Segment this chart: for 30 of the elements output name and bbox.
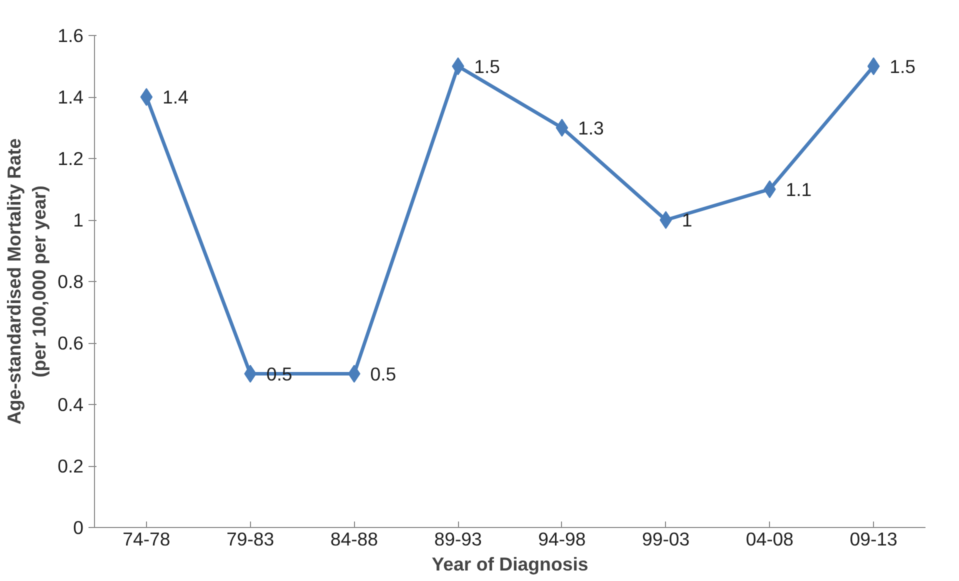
point [867, 57, 880, 76]
point [140, 88, 153, 106]
point [452, 57, 464, 76]
x-tick-label: 84-88 [330, 528, 378, 550]
y-tick-label: 0.2 [58, 456, 84, 476]
x-tick-label: 94-98 [538, 528, 586, 550]
y-tick-label: 0.6 [58, 332, 84, 354]
x-tick-label: 79-83 [226, 528, 274, 550]
point [556, 118, 568, 137]
y-tick-label: 0.4 [58, 394, 84, 415]
data-label: 1 [682, 210, 692, 230]
data-label: 1.4 [162, 86, 188, 108]
y-tick-label: 1.6 [58, 25, 84, 46]
x-tick-label: 99-03 [642, 528, 690, 550]
data-label: 1.5 [890, 56, 916, 77]
x-tick-label: 74-78 [122, 528, 170, 550]
y-tick-label: 1 [73, 210, 84, 230]
data-label: 1.1 [786, 178, 812, 200]
y-tick-label: 1.2 [58, 148, 84, 169]
y-tick-label: 0 [73, 517, 84, 538]
y-axis-title: Age-standardised Mortality Rate (per 100,000 per year) [3, 138, 50, 425]
x-tick-label: 04-08 [746, 528, 794, 550]
x-tick-label: 89-93 [434, 528, 482, 550]
x-tick-label: 09-13 [850, 528, 898, 550]
data-label: 1.5 [474, 56, 500, 77]
data-label: 1.3 [578, 117, 604, 138]
y-tick-label: 0.8 [58, 271, 84, 292]
x-axis-title: Year of Diagnosis [432, 554, 588, 574]
data-label: 0.5 [370, 363, 396, 384]
y-tick-label: 1.4 [58, 86, 84, 108]
